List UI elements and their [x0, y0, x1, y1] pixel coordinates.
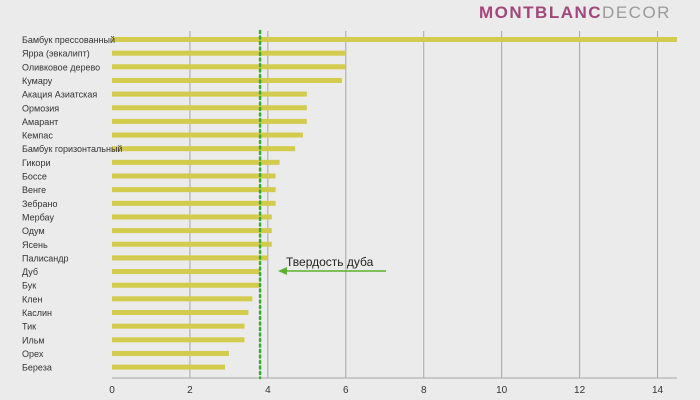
- y-category-label: Бамбук прессованный: [22, 35, 115, 45]
- y-category-label: Венге: [22, 185, 46, 195]
- bar: [112, 118, 307, 124]
- y-category-label: Тик: [22, 322, 36, 332]
- bar: [112, 214, 272, 220]
- y-category-label: Зебрано: [22, 199, 57, 209]
- bar: [112, 50, 346, 56]
- bar: [112, 228, 272, 234]
- bar: [112, 269, 261, 275]
- x-tick-label: 10: [496, 385, 508, 396]
- bar: [112, 310, 249, 315]
- bar: [112, 37, 677, 42]
- y-category-label: Ильм: [22, 335, 45, 345]
- x-tick-label: 2: [187, 385, 193, 396]
- bar: [112, 241, 272, 247]
- y-category-label: Боссе: [22, 172, 47, 182]
- bar: [112, 350, 229, 356]
- brand-logo-part1: MONTBLANC: [479, 3, 603, 22]
- bar: [112, 296, 253, 302]
- y-category-label: Бамбук горизонтальный: [22, 144, 122, 154]
- y-category-label: Одум: [22, 226, 45, 236]
- y-category-label: Ормозия: [22, 103, 59, 113]
- bar: [112, 64, 346, 70]
- annotation-arrow-head: [278, 267, 287, 275]
- bar: [112, 337, 245, 343]
- y-category-label: Амарант: [22, 117, 58, 127]
- bar: [112, 146, 296, 152]
- x-tick-label: 4: [265, 385, 271, 396]
- y-category-label: Гикори: [22, 158, 50, 168]
- y-category-label: Ясень: [22, 240, 48, 250]
- y-category-label: Палисандр: [22, 253, 69, 263]
- bar: [112, 173, 276, 179]
- y-category-label: Мербау: [22, 212, 54, 222]
- x-tick-label: 14: [652, 385, 664, 396]
- bar: [112, 105, 307, 111]
- y-category-label: Кумару: [22, 76, 53, 86]
- bar: [112, 200, 276, 206]
- x-tick-label: 12: [574, 385, 586, 396]
- bar: [112, 364, 225, 370]
- y-category-label: Бук: [22, 281, 36, 291]
- y-category-label: Кемпас: [22, 131, 53, 141]
- reference-line-annotation: Твердость дуба: [286, 255, 374, 269]
- y-category-label: Ярра (эвкалипт): [22, 49, 90, 59]
- x-tick-label: 0: [109, 385, 115, 396]
- bar: [112, 323, 245, 329]
- bar: [112, 77, 342, 83]
- bar: [112, 91, 307, 97]
- bar: [112, 282, 261, 288]
- y-category-label: Каслин: [22, 308, 52, 318]
- bar: [112, 159, 280, 165]
- bar: [112, 255, 268, 261]
- y-category-label: Оливковое дерево: [22, 62, 100, 72]
- bar: [112, 187, 276, 193]
- bar: [112, 132, 303, 138]
- y-category-label: Клен: [22, 294, 42, 304]
- brand-logo-part2: DECOR: [602, 3, 671, 22]
- y-category-label: Береза: [22, 363, 52, 373]
- y-category-label: Дуб: [22, 267, 38, 277]
- brand-logo: MONTBLANCDECOR: [479, 3, 671, 23]
- y-category-label: Орех: [22, 349, 44, 359]
- x-tick-label: 8: [421, 385, 427, 396]
- y-category-label: Акация Азиатская: [22, 90, 97, 100]
- x-tick-label: 6: [343, 385, 349, 396]
